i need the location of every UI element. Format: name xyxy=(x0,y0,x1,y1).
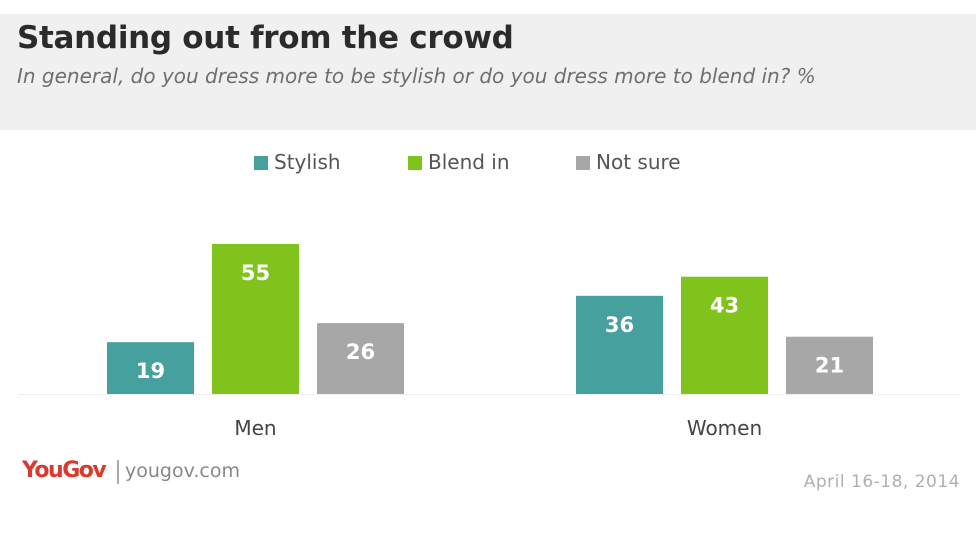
yougov-logo: YouGov xyxy=(22,458,107,483)
chart-subtitle: In general, do you dress more to be styl… xyxy=(17,64,816,88)
header-band xyxy=(0,14,976,130)
value-label-women-not-sure: 21 xyxy=(815,354,844,378)
legend-label-stylish: Stylish xyxy=(274,150,341,174)
legend-swatch-not-sure xyxy=(576,156,590,170)
bar-men-not-sure xyxy=(317,323,404,394)
bar-women-not-sure xyxy=(786,336,873,394)
value-label-men-blend-in: 55 xyxy=(241,261,270,285)
legend-swatch-stylish xyxy=(254,156,268,170)
category-label-men: Men xyxy=(234,416,276,440)
legend-label-blend-in: Blend in xyxy=(428,150,510,174)
value-label-women-stylish: 36 xyxy=(605,313,634,337)
bar-women-stylish xyxy=(576,295,663,394)
bar-men-blend-in xyxy=(212,244,299,394)
brand-url: yougov.com xyxy=(125,460,240,482)
brand-divider xyxy=(117,460,119,484)
bar-women-blend-in xyxy=(681,276,768,394)
category-label-women: Women xyxy=(687,416,762,440)
chart-title: Standing out from the crowd xyxy=(17,20,514,56)
bar-men-stylish xyxy=(107,342,194,394)
legend-label-not-sure: Not sure xyxy=(596,150,681,174)
value-label-women-blend-in: 43 xyxy=(710,294,739,318)
legend-swatch-blend-in xyxy=(408,156,422,170)
value-label-men-stylish: 19 xyxy=(136,359,165,383)
survey-date: April 16-18, 2014 xyxy=(803,472,960,492)
value-label-men-not-sure: 26 xyxy=(346,340,375,364)
